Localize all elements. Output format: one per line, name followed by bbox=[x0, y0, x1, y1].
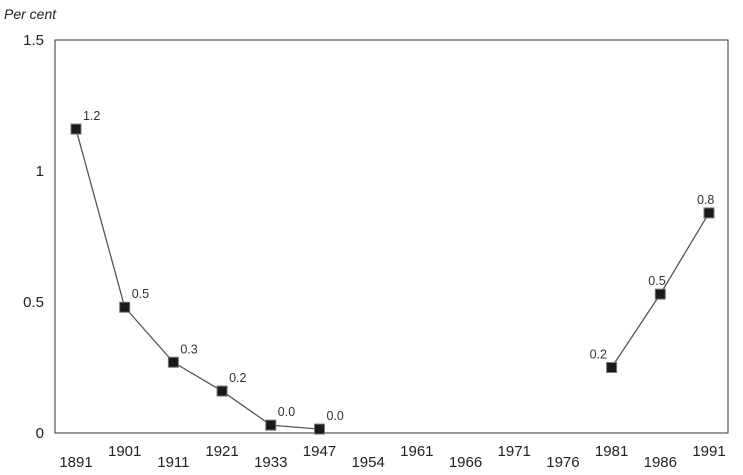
data-point bbox=[216, 385, 228, 397]
data-point bbox=[654, 288, 666, 300]
x-tick-label: 1933 bbox=[254, 454, 287, 471]
x-tick-label: 1966 bbox=[449, 454, 482, 471]
y-axis-title: Per cent bbox=[4, 6, 57, 22]
data-label: 0.2 bbox=[229, 371, 246, 385]
data-label: 0.5 bbox=[648, 274, 665, 288]
data-label: 0.2 bbox=[590, 348, 607, 362]
data-label: 0.8 bbox=[697, 193, 714, 207]
data-label: 1.2 bbox=[83, 109, 100, 123]
data-label: 0.0 bbox=[278, 405, 295, 419]
series-line bbox=[75, 128, 320, 430]
x-tick-label: 1901 bbox=[108, 443, 141, 460]
data-label: 0.0 bbox=[326, 409, 343, 423]
x-tick-label: 1911 bbox=[157, 454, 189, 471]
data-point bbox=[313, 423, 325, 435]
data-point bbox=[167, 356, 179, 368]
data-markers bbox=[70, 123, 715, 435]
x-tick-label: 1991 bbox=[692, 443, 725, 460]
x-tick-label: 1961 bbox=[400, 443, 433, 460]
x-tick-label: 1947 bbox=[303, 443, 336, 460]
y-tick-labels: 0 0.5 1 1.5 bbox=[23, 32, 44, 442]
series-lines bbox=[75, 128, 710, 430]
y-tick-label: 1 bbox=[36, 163, 44, 180]
x-tick-label: 1986 bbox=[644, 454, 677, 471]
plot-frame bbox=[54, 39, 729, 434]
x-tick-label: 1954 bbox=[351, 454, 384, 471]
y-tick-label: 1.5 bbox=[23, 32, 44, 49]
y-tick-label: 0.5 bbox=[23, 294, 44, 311]
data-point bbox=[703, 207, 715, 219]
data-point bbox=[119, 301, 131, 313]
y-tick-label: 0 bbox=[36, 425, 44, 442]
x-tick-label: 1976 bbox=[546, 454, 579, 471]
data-label: 0.3 bbox=[180, 342, 197, 356]
x-tick-labels: 1891 1901 1911 1921 1933 1947 1954 1961 1966 1971… bbox=[59, 443, 725, 471]
x-tick-label: 1971 bbox=[498, 443, 531, 460]
x-tick-label: 1981 bbox=[595, 443, 628, 460]
x-tick-label: 1891 bbox=[59, 454, 92, 471]
data-label: 0.5 bbox=[132, 287, 149, 301]
data-point bbox=[265, 419, 277, 431]
x-tick-label: 1921 bbox=[205, 443, 238, 460]
data-labels: 1.2 0.5 0.3 0.2 0.0 0.0 0.2 0.5 0.8 bbox=[83, 109, 714, 423]
data-point bbox=[70, 123, 82, 135]
data-point bbox=[606, 362, 618, 373]
